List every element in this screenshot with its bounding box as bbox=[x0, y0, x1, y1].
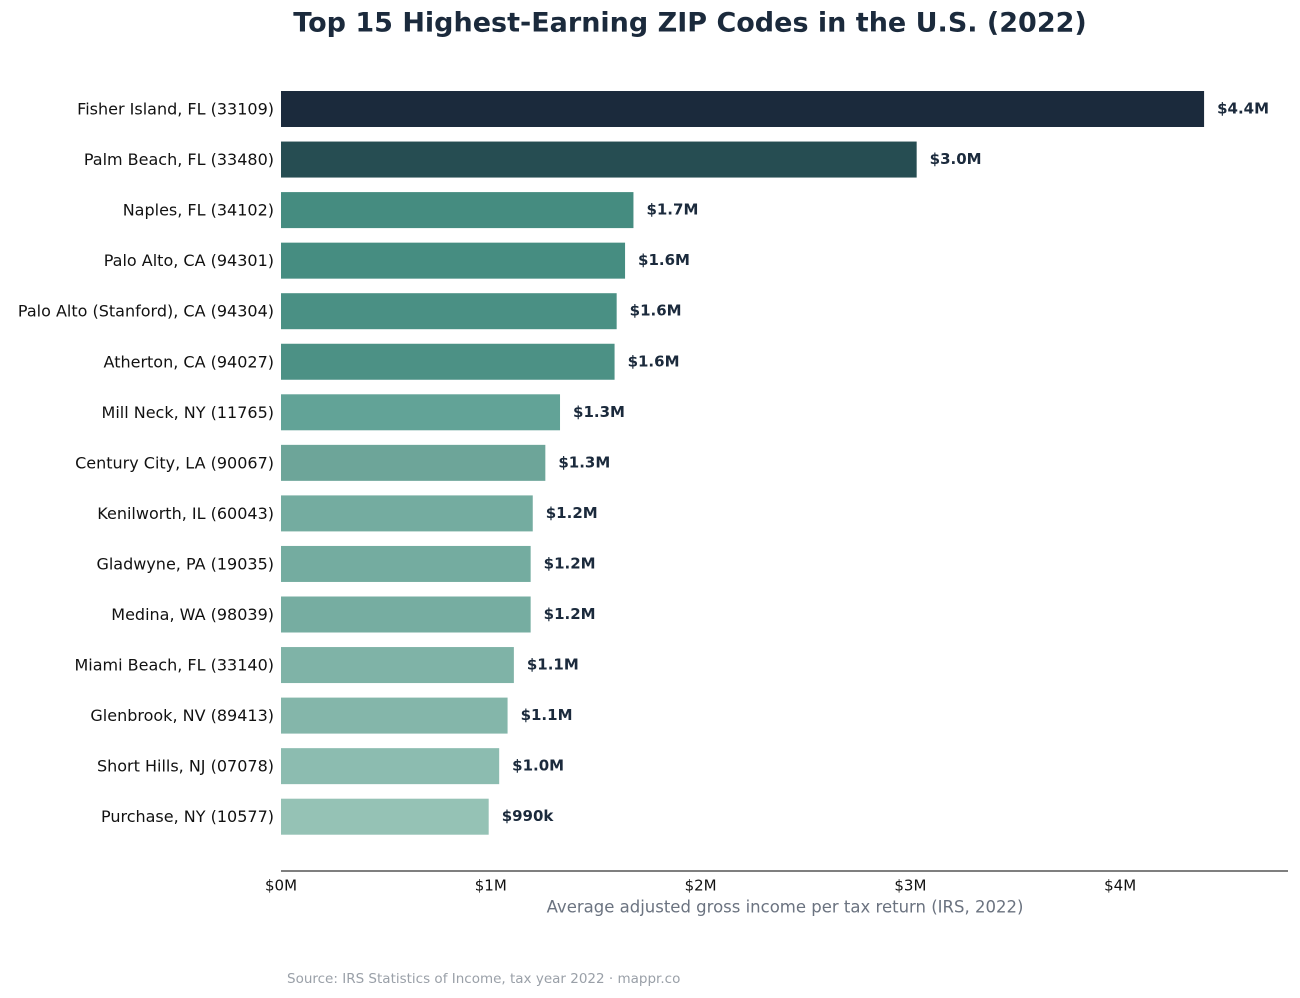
bar bbox=[281, 545, 531, 582]
x-axis-label: Average adjusted gross income per tax re… bbox=[547, 898, 1024, 917]
y-tick-label: Century City, LA (90067) bbox=[75, 453, 274, 472]
y-tick-label: Palo Alto (Stanford), CA (94304) bbox=[18, 302, 274, 321]
source-note: Source: IRS Statistics of Income, tax ye… bbox=[287, 971, 680, 987]
bar bbox=[281, 293, 617, 330]
value-label: $1.1M bbox=[521, 706, 573, 724]
y-tick-label: Atherton, CA (94027) bbox=[104, 352, 274, 371]
y-tick-label: Purchase, NY (10577) bbox=[101, 807, 274, 826]
y-tick-label: Miami Beach, FL (33140) bbox=[75, 656, 275, 675]
bar bbox=[281, 242, 626, 279]
y-tick-label: Mill Neck, NY (11765) bbox=[102, 403, 274, 422]
y-tick-label: Short Hills, NJ (07078) bbox=[97, 757, 274, 776]
x-tick-label: $3M bbox=[894, 877, 926, 895]
value-label: $1.2M bbox=[546, 504, 598, 522]
value-label: $1.1M bbox=[527, 656, 579, 674]
value-label: $1.2M bbox=[544, 554, 596, 572]
bar bbox=[281, 91, 1205, 127]
value-label: $1.6M bbox=[630, 302, 682, 320]
y-tick-label: Glenbrook, NV (89413) bbox=[90, 706, 274, 725]
bar bbox=[281, 343, 615, 380]
value-label: $3.0M bbox=[930, 150, 982, 168]
value-label: $1.7M bbox=[646, 201, 698, 219]
bar bbox=[281, 141, 917, 178]
value-label: $1.2M bbox=[544, 605, 596, 623]
y-tick-label: Naples, FL (34102) bbox=[123, 201, 274, 220]
y-tick-label: Palo Alto, CA (94301) bbox=[104, 251, 274, 270]
x-tick-label: $0M bbox=[265, 877, 297, 895]
bar bbox=[281, 798, 489, 835]
y-tick-label: Kenilworth, IL (60043) bbox=[97, 504, 274, 523]
bar bbox=[281, 596, 531, 633]
bar bbox=[281, 192, 634, 229]
chart-title: Top 15 Highest-Earning ZIP Codes in the … bbox=[293, 8, 1087, 39]
y-tick-label: Medina, WA (98039) bbox=[111, 605, 274, 624]
value-label: $1.6M bbox=[628, 352, 680, 370]
bar bbox=[281, 647, 514, 684]
y-tick-label: Palm Beach, FL (33480) bbox=[84, 150, 274, 169]
x-tick-label: $1M bbox=[475, 877, 507, 895]
bar bbox=[281, 394, 561, 431]
value-label: $1.0M bbox=[512, 757, 564, 775]
bar bbox=[281, 444, 546, 481]
value-label: $1.6M bbox=[638, 251, 690, 269]
bar bbox=[281, 748, 500, 785]
x-tick-label: $2M bbox=[685, 877, 717, 895]
bar bbox=[281, 697, 508, 734]
value-label: $1.3M bbox=[558, 453, 610, 471]
y-tick-label: Fisher Island, FL (33109) bbox=[77, 100, 274, 119]
value-label: $990k bbox=[502, 807, 555, 825]
value-label: $1.3M bbox=[573, 403, 625, 421]
y-tick-label: Gladwyne, PA (19035) bbox=[96, 554, 274, 573]
value-label: $4.4M bbox=[1217, 100, 1269, 118]
bar bbox=[281, 495, 533, 532]
x-tick-label: $4M bbox=[1104, 877, 1136, 895]
